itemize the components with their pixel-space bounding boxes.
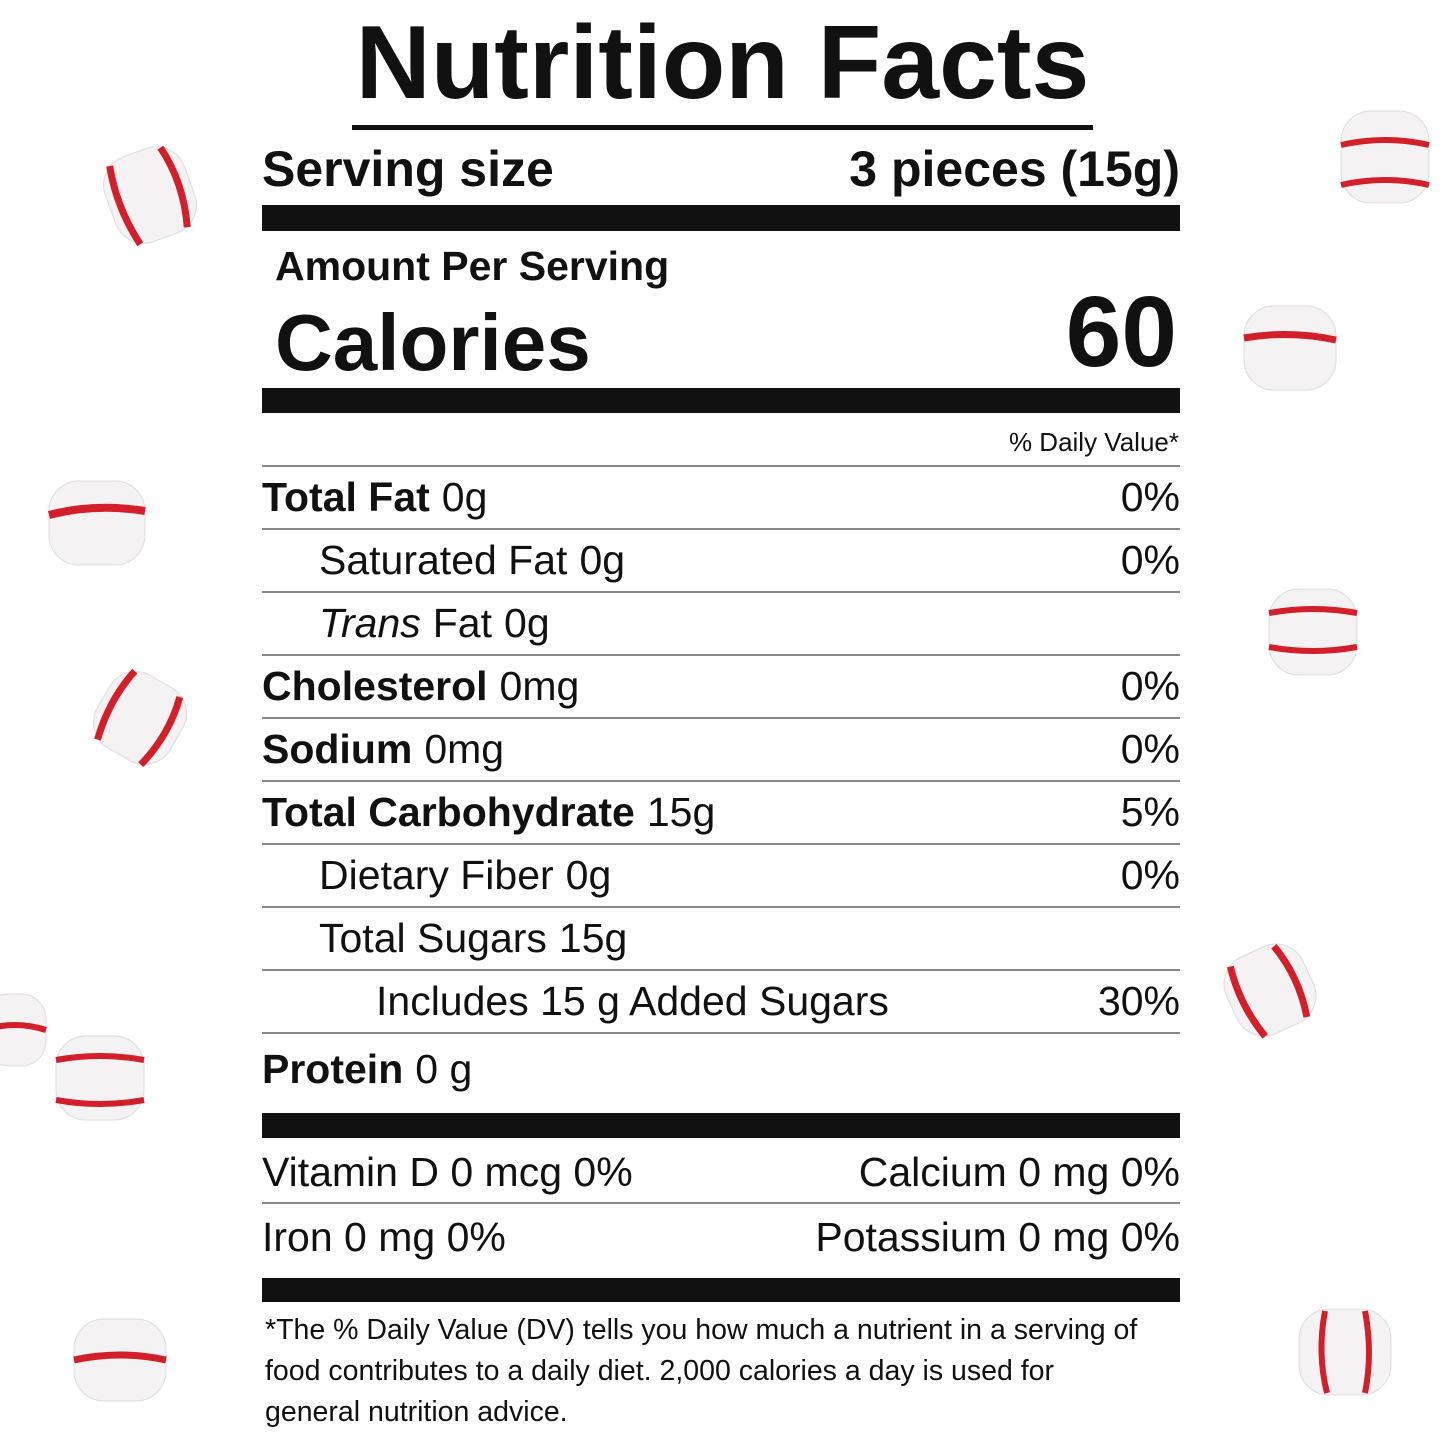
title: Nutrition Facts	[0, 5, 1445, 130]
candy	[73, 1318, 167, 1402]
candy	[1243, 305, 1337, 391]
vitamin-entry: Calcium 0 mg 0%	[858, 1148, 1180, 1195]
nutrient-name: Fat	[432, 600, 493, 646]
nutrient-amount: 0mg	[424, 726, 505, 772]
nutrient-label: Total Carbohydrate 15g	[262, 789, 715, 836]
serving-label: Serving size	[262, 141, 554, 197]
nutrient-row: Total Carbohydrate 15g 5%	[262, 782, 1180, 845]
nutrient-row: Saturated Fat 0g 0%	[262, 530, 1180, 593]
title-text: Nutrition Facts	[351, 5, 1094, 130]
calories-value: 60	[1065, 276, 1177, 388]
nutrient-label: Total Sugars 15g	[262, 915, 627, 962]
candy	[1223, 943, 1317, 1039]
nutrient-name: Dietary Fiber	[319, 852, 554, 898]
nutrient-row: Total Sugars 15g	[262, 908, 1180, 971]
nutrient-dv: 0%	[1120, 474, 1180, 520]
vitamin-row: Vitamin D 0 mcg 0% Calcium 0 mg 0%	[262, 1142, 1180, 1204]
candy	[1268, 588, 1358, 676]
nutrient-row: Total Fat 0g 0%	[262, 467, 1180, 530]
candy	[47, 480, 146, 566]
nutrient-amount: 0g	[504, 600, 550, 646]
nutrient-name: Includes 15 g Added Sugars	[376, 978, 889, 1024]
nutrient-name: Total Sugars	[319, 915, 547, 961]
nutrient-amount: 15g	[558, 915, 628, 961]
serving-value: 3 pieces (15g)	[849, 141, 1180, 197]
nutrient-dv: 0%	[1120, 537, 1180, 583]
nutrient-label: Protein 0 g	[262, 1046, 472, 1093]
vitamin-entry: Iron 0 mg 0%	[262, 1213, 506, 1260]
nutrient-amount: 0 g	[415, 1045, 473, 1092]
amount-per-serving: Amount Per Serving	[275, 243, 670, 289]
nutrient-dv: 30%	[1097, 978, 1180, 1024]
footnote: *The % Daily Value (DV) tells you how mu…	[265, 1314, 1138, 1428]
nutrient-name: Total Carbohydrate	[262, 789, 635, 835]
nutrient-row: Sodium 0mg 0%	[262, 719, 1180, 782]
thick-bar	[262, 1278, 1180, 1302]
nutrient-amount: 0g	[565, 852, 612, 898]
nutrient-row: Protein 0 g	[262, 1034, 1180, 1104]
nutrient-label: Total Fat 0g	[262, 474, 487, 521]
nutrient-amount: 0mg	[499, 663, 580, 709]
nutrient-amount: 15g	[646, 789, 716, 835]
nutrient-emphasis: Trans	[319, 600, 421, 646]
thick-bar	[262, 1113, 1180, 1138]
nutrient-name: Sodium	[262, 726, 413, 772]
thick-bar	[262, 388, 1180, 413]
nutrient-label: Sodium 0mg	[262, 726, 504, 773]
nutrient-label: Includes 15 g Added Sugars	[262, 978, 889, 1025]
nutrient-name: Protein	[262, 1045, 404, 1092]
nutrient-label: Saturated Fat 0g	[262, 537, 625, 584]
rule	[262, 465, 1180, 467]
candy	[1298, 1308, 1392, 1396]
candy	[1340, 110, 1430, 204]
nutrient-amount: 0g	[441, 474, 488, 520]
nutrient-label: Cholesterol 0mg	[262, 663, 579, 710]
thick-bar	[262, 205, 1180, 231]
nutrient-row: Includes 15 g Added Sugars 30%	[262, 971, 1180, 1034]
candy	[93, 668, 187, 768]
daily-value-header: % Daily Value*	[1008, 427, 1179, 457]
vitamin-entry: Vitamin D 0 mcg 0%	[262, 1148, 633, 1195]
nutrient-label: Trans Fat 0g	[262, 600, 550, 647]
candy	[55, 1035, 145, 1121]
vitamin-entry: Potassium 0 mg 0%	[815, 1213, 1180, 1260]
nutrient-label: Dietary Fiber 0g	[262, 852, 611, 899]
nutrient-dv: 5%	[1120, 789, 1180, 835]
nutrient-dv: 0%	[1120, 852, 1180, 898]
nutrient-name: Saturated Fat	[319, 537, 568, 583]
nutrient-amount: 0g	[579, 537, 626, 583]
candy	[103, 145, 197, 247]
nutrient-row: Cholesterol 0mg 0%	[262, 656, 1180, 719]
nutrient-name: Total Fat	[262, 474, 430, 520]
nutrient-row: Trans Fat 0g	[262, 593, 1180, 656]
nutrient-dv: 0%	[1120, 663, 1180, 709]
serving-row: Serving size 3 pieces (15g)	[262, 135, 1180, 203]
nutrient-name: Cholesterol	[262, 663, 488, 709]
nutrient-row: Dietary Fiber 0g 0%	[262, 845, 1180, 908]
candy	[0, 993, 47, 1067]
calories-label: Calories	[275, 298, 591, 387]
vitamin-row: Iron 0 mg 0% Potassium 0 mg 0%	[262, 1206, 1180, 1268]
nutrient-dv: 0%	[1120, 726, 1180, 772]
